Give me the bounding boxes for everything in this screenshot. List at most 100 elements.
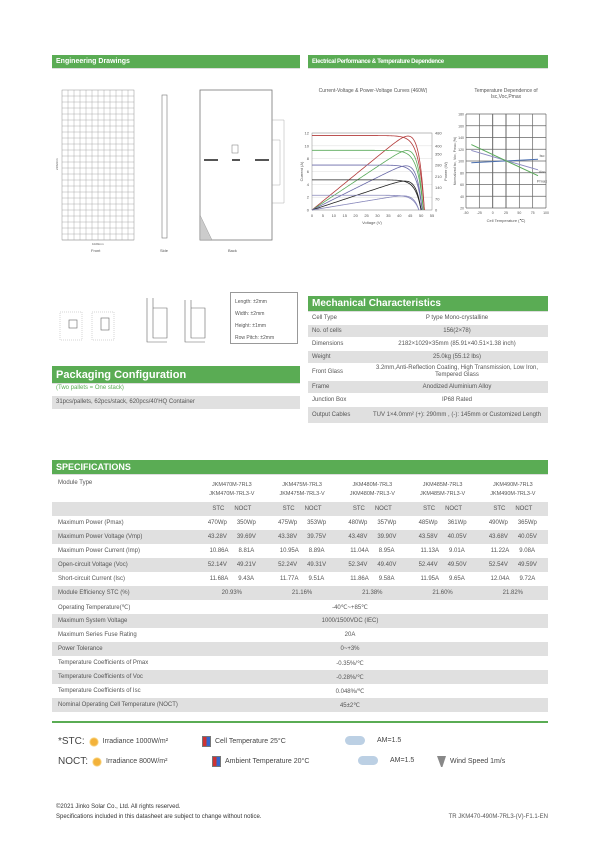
x-tick-label: 20 <box>353 213 358 218</box>
packaging-drawing <box>59 298 206 343</box>
mechanical-key: Output Cables <box>312 412 351 418</box>
y-tick-label: 6 <box>307 169 310 174</box>
y-tick-label: 40 <box>460 195 464 199</box>
stc-value: 43.58V <box>418 534 438 540</box>
model-name: JKM475M-7RL3 <box>282 481 322 488</box>
noct-value: 357Wp <box>377 520 397 526</box>
specifications-header: SPECIFICATIONS <box>52 460 548 475</box>
side-label: Side <box>160 248 169 253</box>
spec-key: Operating Temperature(℃) <box>58 604 131 611</box>
y-tick-label: 160 <box>458 124 464 128</box>
y-tick-label: 180 <box>458 113 464 117</box>
x-tick-label: 15 <box>343 213 348 218</box>
stc-value: 43.68V <box>488 534 508 540</box>
iv-curve <box>312 135 425 211</box>
y2-tick-label: 400 <box>435 143 442 148</box>
x-tick-label: 25 <box>504 211 508 215</box>
stc-value: 52.34V <box>348 562 368 568</box>
noct-value: 49.40V <box>377 562 397 568</box>
spec-row: Maximum System Voltage 1000/1500VDC (IEC) <box>52 614 548 628</box>
x-tick-label: 0 <box>492 211 494 215</box>
mechanical-row: Dimensions 2182×1029×35mm (85.91×40.51×1.… <box>308 338 548 351</box>
x-tick-label: 55 <box>430 213 435 218</box>
x-tick-label: -50 <box>463 211 468 215</box>
y-tick-label: 8 <box>307 156 310 161</box>
noct-value: 39.69V <box>236 534 256 540</box>
spec-row: Temperature Coefficients of Voc -0.28%/℃ <box>52 670 548 684</box>
stc-value: 11.95A <box>420 576 440 582</box>
series-label: Isc <box>539 153 544 158</box>
mechanical-value: 3.2mm,Anti-Reflection Coating, High Tran… <box>375 365 539 378</box>
noct-value: 8.81A <box>238 548 255 554</box>
mechanical-value: TUV 1×4.0mm² (+): 290mm , (-): 145mm or … <box>372 411 542 418</box>
mechanical-key: Cell Type <box>312 315 337 321</box>
spec-key: Temperature Coefficients of Voc <box>58 674 143 680</box>
noct-value: 365Wp <box>517 520 537 526</box>
efficiency-value: 21.38% <box>362 590 383 596</box>
series-line <box>471 144 539 177</box>
spec-key: Temperature Coefficients of Pmax <box>58 660 149 666</box>
pv-curve <box>311 165 423 211</box>
efficiency-value: 20.93% <box>221 590 243 596</box>
spec-key: Nominal Operating Cell Temperature (NOCT… <box>58 702 178 708</box>
noct-value: 49.50V <box>447 562 467 568</box>
tolerance-length: Length: ±2mm <box>235 299 267 305</box>
thermometer-icon <box>202 736 211 747</box>
iv-chart: 0 2 4 6 8 10 12 0 70 140 210 280 350 400 480 0 5 10 15 20 25… <box>300 131 448 226</box>
efficiency-value: 21.60% <box>432 590 453 596</box>
stc-value: 475Wp <box>278 520 298 526</box>
noct-col: NOCT <box>445 506 463 512</box>
stc-value: 43.48V <box>348 534 368 540</box>
x-tick-label: 40 <box>397 213 402 218</box>
mechanical-row: No. of cells 156(2×78) <box>308 325 548 338</box>
width-dimension: 1029mm <box>92 242 104 246</box>
stc-cell-temperature: Cell Temperature 25°C <box>215 738 286 745</box>
noct-value: 9.01A <box>449 548 465 554</box>
spec-key: Maximum Power Voltage (Vmp) <box>58 534 143 540</box>
mechanical-key: Front Glass <box>312 369 344 375</box>
spec-row: Maximum Power (Pmax) 470Wp 350Wp 475Wp 353Wp… <box>52 516 548 530</box>
mechanical-table: Cell Type P type Mono-crystalline No. of c… <box>308 312 548 424</box>
x-tick-label: 75 <box>531 211 535 215</box>
stc-label: *STC: <box>58 736 85 747</box>
spec-value: 0~+3% <box>340 646 360 652</box>
stc-value: 11.04A <box>350 548 369 554</box>
y-tick-label: 12 <box>305 131 310 136</box>
stc-value: 12.04A <box>490 576 510 582</box>
spec-key: Maximum Series Fuse Rating <box>58 632 137 638</box>
mechanical-key: Frame <box>312 384 330 390</box>
mechanical-key: Weight <box>312 354 331 360</box>
specifications-table: Module Type JKM470M-7RL3 JKM470M-7RL3-V JKM… <box>52 476 548 712</box>
y-tick-label: 100 <box>458 160 464 164</box>
y2-tick-label: 350 <box>435 151 442 156</box>
model-name-v: JKM480M-7RL3-V <box>349 490 395 497</box>
y2-axis-label: Power (W) <box>443 161 448 181</box>
spec-value: 1000/1500VDC (IEC) <box>321 618 379 624</box>
mechanical-row: Frame Anodized Aluminium Alloy <box>308 381 548 394</box>
noct-value: 9.43A <box>238 576 254 582</box>
spec-row: Power Tolerance 0~+3% <box>52 642 548 656</box>
y-axis-label: Normalized Isc, Voc, Pmax (%) <box>453 137 457 185</box>
spec-key: Maximum System Voltage <box>58 618 128 624</box>
noct-value: 8.89A <box>308 548 325 554</box>
tolerance-width: Width: ±2mm <box>235 311 265 317</box>
model-name-v: JKM485M-7RL3-V <box>419 490 466 497</box>
pv-curve <box>311 150 424 211</box>
spec-value: -0.28%/℃ <box>336 674 364 681</box>
cloud-icon <box>345 736 365 745</box>
spec-value: -0.35%/℃ <box>336 660 364 667</box>
pv-curve <box>311 180 422 211</box>
spec-row: Operating Temperature(℃) -40℃~+85℃ <box>52 600 548 614</box>
stc-value: 43.28V <box>207 534 227 540</box>
noct-ambient-temperature: Ambient Temperature 20°C <box>225 758 310 765</box>
mechanical-value: 2182×1029×35mm (85.91×40.51×1.38 inch) <box>398 340 516 347</box>
spec-row: STC NOCT STC NOCT STC NOCT STC NOCT STC NOCT <box>52 502 548 516</box>
y-tick-label: 20 <box>460 207 464 211</box>
noct-irradiance: Irradiance 800W/m² <box>106 758 168 765</box>
mechanical-row: Weight 25.0kg (55.12 lbs) <box>308 351 548 364</box>
y2-tick-label: 480 <box>435 131 442 136</box>
iv-curve <box>312 164 423 211</box>
y-tick-label: 80 <box>460 171 464 175</box>
model-name: JKM470M-7RL3 <box>211 481 252 488</box>
spec-value: -40℃~+85℃ <box>332 604 368 611</box>
